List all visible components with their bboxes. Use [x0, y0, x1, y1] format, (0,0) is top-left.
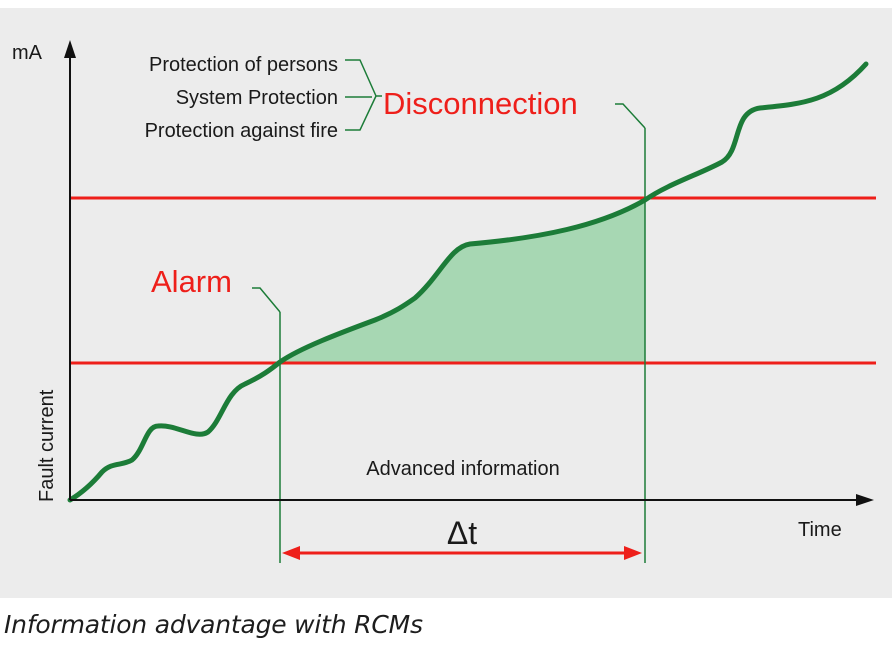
delta-t-arrow-left-icon	[282, 546, 300, 560]
delta-t-arrow-right-icon	[624, 546, 642, 560]
protection-label-system: System Protection	[176, 87, 338, 109]
advantage-area	[276, 200, 645, 363]
x-axis-arrow-icon	[856, 494, 874, 506]
y-axis-label: Fault current	[36, 389, 58, 502]
protection-label-fire: Protection against fire	[145, 120, 338, 142]
disconnection-leader-line	[615, 103, 646, 129]
rcm-diagram: mA Fault current Time Protection of pers…	[0, 8, 892, 598]
delta-t-label: Δt	[447, 515, 477, 551]
y-axis-arrow-icon	[64, 40, 76, 58]
x-axis-label: Time	[798, 519, 842, 541]
disconnection-label: Disconnection	[383, 86, 578, 121]
alarm-label: Alarm	[151, 264, 232, 299]
figure-caption: Information advantage with RCMs	[4, 610, 423, 639]
fault-current-curve	[67, 61, 869, 503]
advanced-information-label: Advanced information	[366, 458, 559, 480]
protection-brace	[345, 59, 382, 131]
protection-label-persons: Protection of persons	[149, 54, 338, 76]
alarm-leader-line	[252, 287, 281, 313]
y-unit-label: mA	[12, 42, 43, 64]
